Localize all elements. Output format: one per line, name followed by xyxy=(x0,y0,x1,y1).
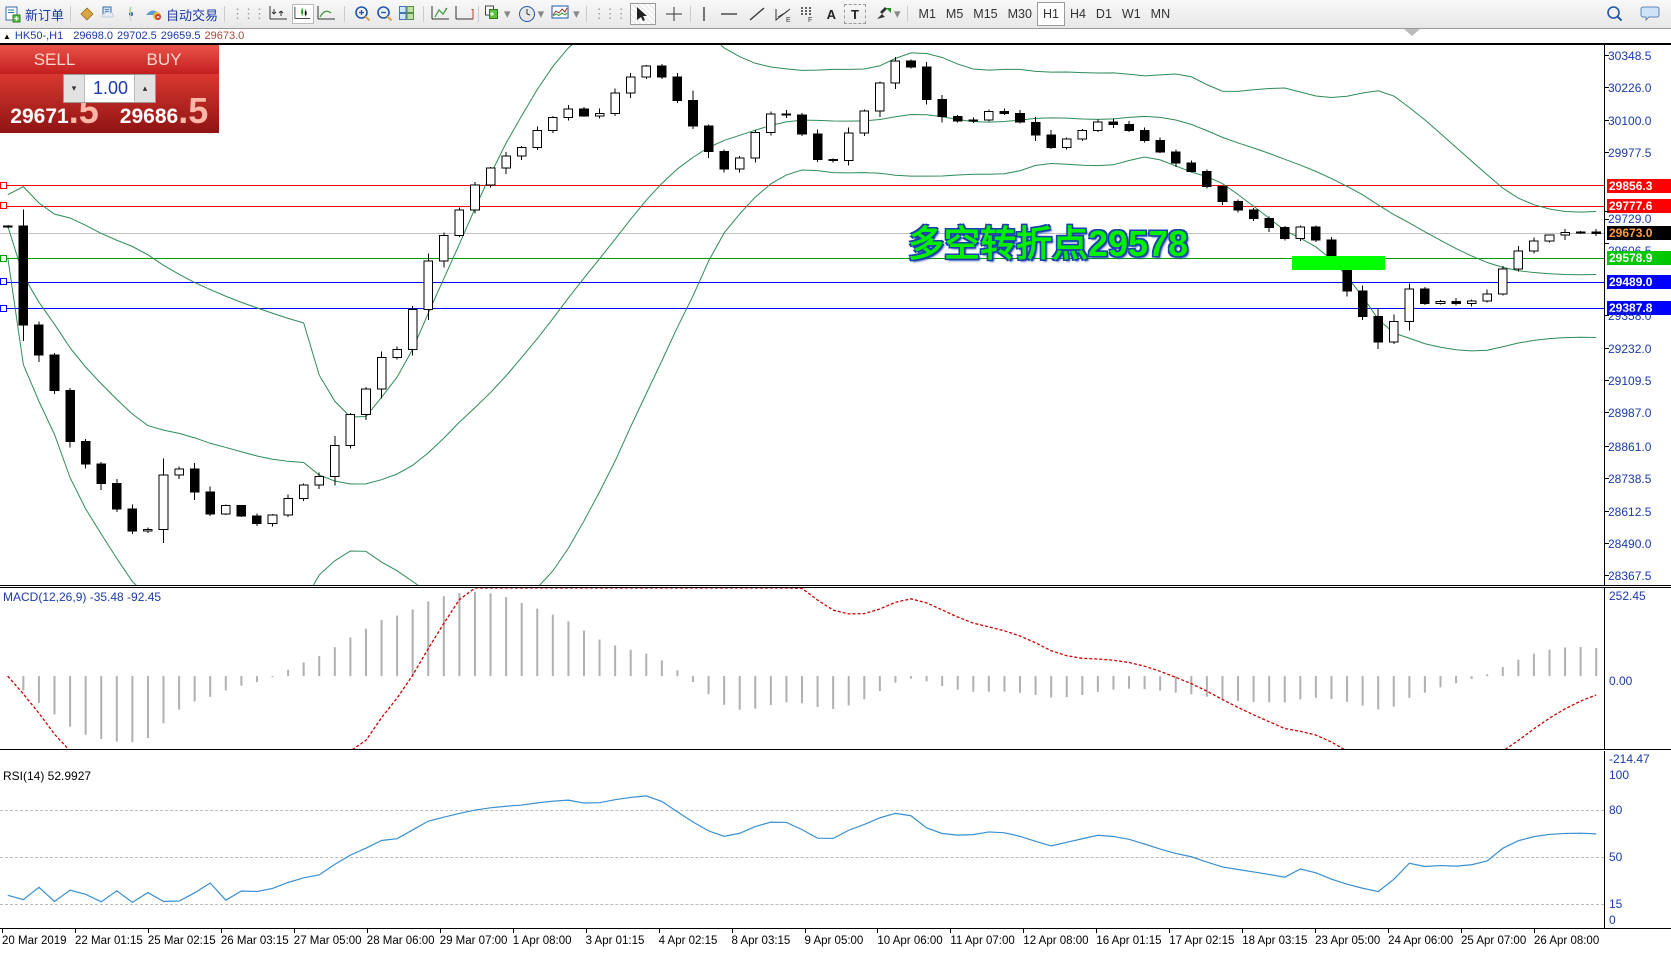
svg-text:F: F xyxy=(808,17,812,23)
svg-text:E: E xyxy=(786,17,791,23)
